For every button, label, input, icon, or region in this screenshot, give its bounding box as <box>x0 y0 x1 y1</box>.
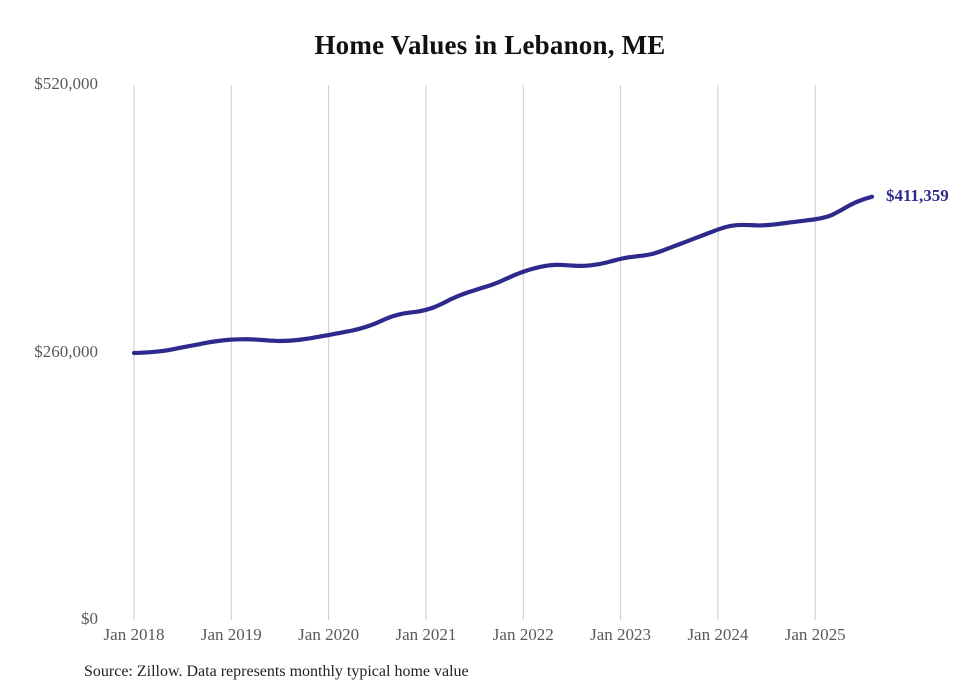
x-tick-label-jan-2025: Jan 2025 <box>784 625 846 644</box>
y-tick-label-0: $0 <box>81 609 98 628</box>
end-value-label: $411,359 <box>886 185 949 205</box>
chart-title: Home Values in Lebanon, ME <box>314 30 666 60</box>
series-line-typical-home-value <box>131 194 875 356</box>
x-tick-label-jan-2018: Jan 2018 <box>103 625 165 644</box>
y-tick-label-520000: $520,000 <box>34 74 98 93</box>
x-tick-label-jan-2024: Jan 2024 <box>687 625 749 644</box>
x-tick-label-jan-2022: Jan 2022 <box>492 625 554 644</box>
source-note: Source: Zillow. Data represents monthly … <box>84 663 469 680</box>
x-tick-label-jan-2023: Jan 2023 <box>590 625 652 644</box>
x-tick-label-jan-2020: Jan 2020 <box>298 625 360 644</box>
x-tick-label-jan-2019: Jan 2019 <box>200 625 262 644</box>
x-tick-label-jan-2021: Jan 2021 <box>395 625 457 644</box>
gridline-group <box>133 85 816 620</box>
y-tick-label-260000: $260,000 <box>34 341 98 361</box>
